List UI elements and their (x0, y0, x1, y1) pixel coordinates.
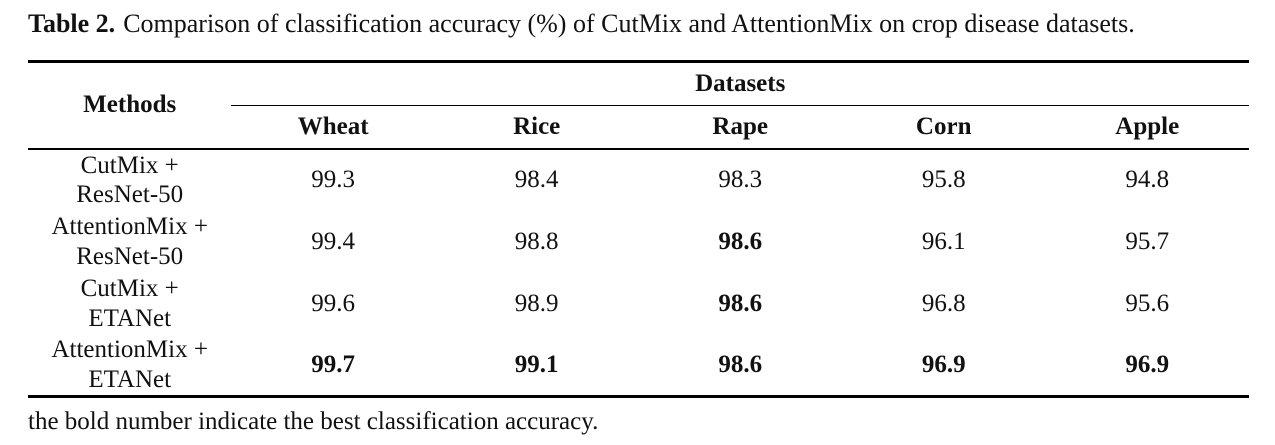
table-body: CutMix + ResNet-50 99.3 98.4 98.3 95.8 9… (28, 149, 1249, 397)
datasets-header-row: Methods Datasets (28, 61, 1249, 150)
accuracy-value: 94.8 (1125, 166, 1170, 193)
method-name-line2: ResNet-50 (76, 242, 184, 270)
accuracy-value: 96.1 (921, 227, 966, 255)
accuracy-value: 98.3 (718, 166, 763, 193)
accuracy-value: 96.9 (1125, 350, 1170, 378)
method-name-cell: CutMix + ResNet-50 (28, 149, 231, 211)
method-name-line2: ETANet (88, 365, 172, 393)
methods-column-header: Methods (28, 61, 232, 150)
method-name-line2: ResNet-50 (76, 181, 184, 208)
table-row: CutMix + ResNet-50 99.3 98.4 98.3 95.8 9… (28, 149, 1249, 211)
column-header-wheat: Wheat (231, 105, 435, 150)
accuracy-cell: 94.8 (1045, 149, 1249, 211)
accuracy-value: 99.7 (311, 350, 356, 378)
accuracy-value: 98.6 (718, 227, 763, 255)
accuracy-cell: 98.8 (435, 211, 639, 273)
method-name-line2: ETANet (88, 304, 172, 332)
accuracy-value: 98.8 (514, 227, 559, 255)
accuracy-value: 96.8 (921, 289, 966, 317)
accuracy-value: 95.7 (1125, 227, 1170, 255)
accuracy-value: 98.4 (514, 166, 559, 193)
accuracy-cell: 96.9 (842, 335, 1046, 397)
method-name-line1: AttentionMix + (51, 213, 208, 240)
accuracy-cell: 95.8 (842, 149, 1046, 211)
accuracy-cell: 96.8 (842, 273, 1046, 335)
column-header-rape: Rape (638, 105, 842, 150)
accuracy-value: 96.9 (921, 350, 966, 378)
accuracy-cell: 99.4 (231, 211, 435, 273)
accuracy-value: 99.6 (311, 289, 356, 317)
accuracy-value: 99.1 (514, 350, 559, 378)
table-caption-label: Table 2. (28, 9, 116, 38)
accuracy-cell: 99.3 (231, 149, 435, 211)
table-row: AttentionMix + ETANet 99.7 99.1 98.6 96.… (28, 335, 1249, 397)
method-name-cell: CutMix + ETANet (28, 273, 231, 335)
column-header-corn: Corn (841, 105, 1046, 150)
accuracy-cell: 98.3 (638, 149, 842, 211)
accuracy-table: Methods Datasets Wheat Rice Rape Corn Ap… (28, 60, 1249, 398)
accuracy-cell: 99.7 (231, 335, 435, 397)
accuracy-value: 95.8 (921, 166, 966, 193)
table-footnote: the bold number indicate the best classi… (28, 408, 599, 435)
method-name-cell: AttentionMix + ETANet (28, 335, 231, 397)
dataset-columns-row: Wheat Rice Rape Corn Apple (28, 105, 1249, 150)
table-row: CutMix + ETANet 99.6 98.9 98.6 96.8 95.6 (28, 273, 1249, 335)
table-caption: Table 2. Comparison of classification acc… (28, 8, 1249, 41)
accuracy-cell: 96.1 (842, 211, 1046, 273)
method-name-cell: AttentionMix + ResNet-50 (28, 211, 231, 273)
accuracy-cell: 98.6 (638, 273, 842, 335)
table-caption-text: Comparison of classification accuracy (%… (123, 9, 1135, 38)
accuracy-cell: 98.9 (435, 273, 639, 335)
accuracy-value: 99.4 (311, 227, 356, 255)
accuracy-cell: 99.1 (435, 335, 639, 397)
accuracy-cell: 98.4 (435, 149, 639, 211)
accuracy-cell: 98.6 (638, 211, 842, 273)
accuracy-cell: 98.6 (638, 335, 842, 397)
accuracy-value: 98.9 (514, 289, 559, 317)
accuracy-value: 95.6 (1125, 289, 1170, 317)
accuracy-value: 98.6 (718, 289, 763, 317)
accuracy-cell: 95.7 (1045, 211, 1249, 273)
accuracy-cell: 96.9 (1045, 335, 1249, 397)
accuracy-value: 98.6 (718, 350, 763, 378)
accuracy-cell: 99.6 (231, 273, 435, 335)
column-header-apple: Apple (1045, 105, 1249, 150)
method-name-line1: CutMix + (80, 275, 179, 302)
method-name-line1: CutMix + (80, 151, 179, 179)
column-header-rice: Rice (434, 105, 639, 150)
accuracy-cell: 95.6 (1045, 273, 1249, 335)
method-name-line1: AttentionMix + (51, 336, 208, 364)
datasets-group-header: Datasets (231, 61, 1249, 106)
table-header: Methods Datasets Wheat Rice Rape Corn Ap… (28, 61, 1249, 150)
table-row: AttentionMix + ResNet-50 99.4 98.8 98.6 … (28, 211, 1249, 273)
accuracy-value: 99.3 (311, 166, 356, 193)
